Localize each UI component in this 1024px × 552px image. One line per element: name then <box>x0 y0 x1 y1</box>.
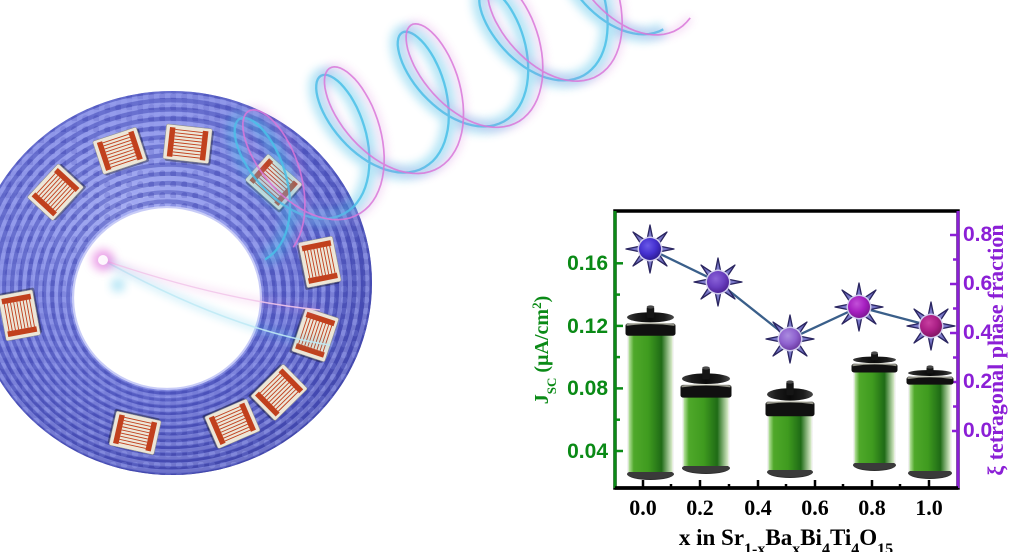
svg-text:0.0: 0.0 <box>629 495 657 520</box>
svg-text:0.8: 0.8 <box>858 495 886 520</box>
svg-text:1.0: 1.0 <box>915 495 943 520</box>
svg-text:JSC (µA/cm2): JSC (µA/cm2) <box>529 296 559 405</box>
svg-text:0.4: 0.4 <box>744 495 772 520</box>
svg-text:0.08: 0.08 <box>567 377 608 400</box>
svg-text:ξ tetragonal phase fraction: ξ tetragonal phase fraction <box>983 224 1008 475</box>
svg-text:x in Sr1-xBaxBi4Ti4O15: x in Sr1-xBaxBi4Ti4O15 <box>679 525 893 552</box>
svg-text:0.2: 0.2 <box>686 495 714 520</box>
svg-text:0.12: 0.12 <box>567 315 608 338</box>
svg-text:0.16: 0.16 <box>567 252 608 275</box>
svg-text:0.04: 0.04 <box>567 440 608 463</box>
svg-text:0.6: 0.6 <box>801 495 829 520</box>
